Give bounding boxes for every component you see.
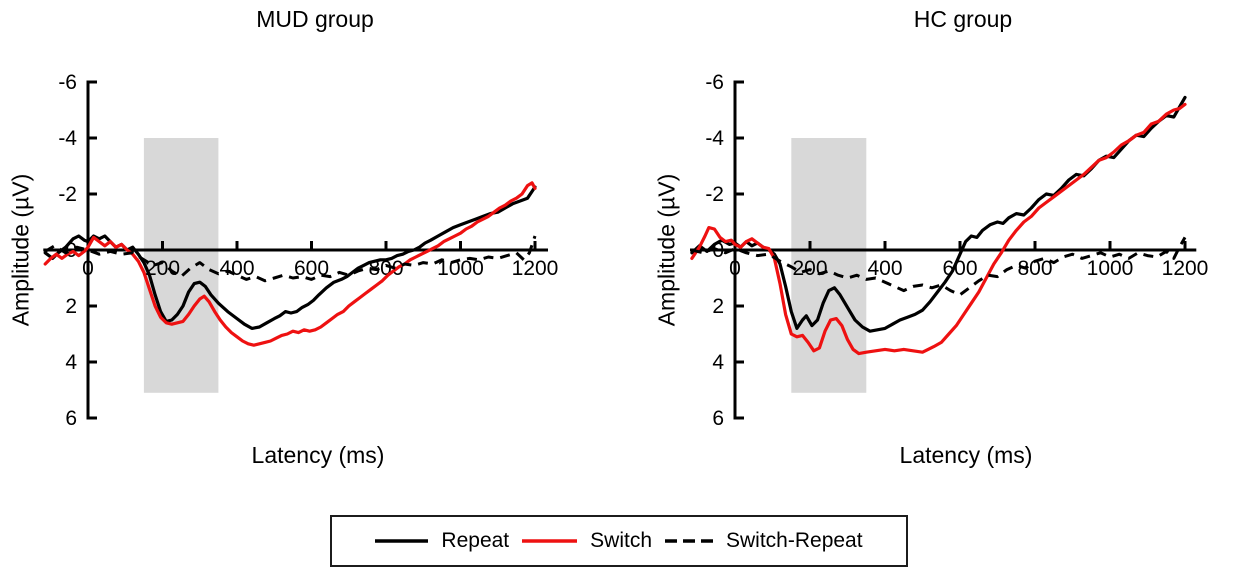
- plot-title-mud: MUD group: [256, 6, 374, 32]
- x-tick-label: 200: [145, 257, 180, 280]
- y-tick-label: 6: [712, 407, 724, 430]
- legend-label-repeat: Repeat: [441, 529, 510, 552]
- y-axis-label-hc: Amplitude (µV): [653, 173, 680, 327]
- x-tick-label: 1000: [1087, 257, 1134, 280]
- legend-item-switch: Switch: [522, 529, 652, 553]
- y-tick-label: 4: [65, 351, 77, 374]
- series-line-switch-repeat: [44, 235, 537, 283]
- y-tick-label: 4: [712, 351, 724, 374]
- y-tick-label: -2: [705, 183, 724, 206]
- y-tick-label: -6: [705, 71, 724, 94]
- legend-label-switch: Switch: [590, 529, 652, 552]
- x-tick-label: 1200: [512, 257, 559, 280]
- y-axis-label-mud: Amplitude (µV): [7, 173, 34, 327]
- legend-swatch-repeat: [375, 539, 429, 543]
- series-line-repeat: [690, 95, 1187, 333]
- x-tick-label: 1200: [1162, 257, 1209, 280]
- x-axis-label-hc: Latency (ms): [899, 442, 1033, 468]
- x-tick-label: 400: [219, 257, 254, 280]
- legend-swatch-switch-repeat: [665, 539, 713, 543]
- legend-item-repeat: Repeat: [375, 529, 509, 553]
- y-tick-label: -4: [58, 127, 77, 150]
- series-line-switch: [43, 181, 537, 347]
- plot-title-hc: HC group: [913, 6, 1013, 32]
- y-tick-label: -2: [58, 183, 77, 206]
- y-tick-label: 2: [712, 295, 724, 318]
- x-tick-label: 800: [1017, 257, 1052, 280]
- y-tick-label: 6: [65, 407, 77, 430]
- x-tick-label: 400: [867, 257, 902, 280]
- y-tick-label: -6: [58, 71, 77, 94]
- x-axis-label-mud: Latency (ms): [251, 442, 385, 468]
- series-line-switch-repeat: [691, 236, 1187, 297]
- series-line-switch: [690, 102, 1187, 356]
- legend-swatch-switch: [522, 539, 578, 543]
- legend-box: Repeat Switch Switch-Repeat: [330, 515, 908, 567]
- legend-item-switch-repeat: Switch-Repeat: [665, 529, 863, 553]
- plot-hc: 020040060080010001200-6-4-20246: [690, 71, 1208, 430]
- x-tick-label: 800: [368, 257, 403, 280]
- plot-mud: 020040060080010001200-6-4-20246: [43, 71, 558, 430]
- x-tick-label: 1000: [437, 257, 484, 280]
- legend-label-switch-repeat: Switch-Repeat: [726, 529, 863, 552]
- x-tick-label: 600: [294, 257, 329, 280]
- y-tick-label: -4: [705, 127, 724, 150]
- y-tick-label: 2: [65, 295, 77, 318]
